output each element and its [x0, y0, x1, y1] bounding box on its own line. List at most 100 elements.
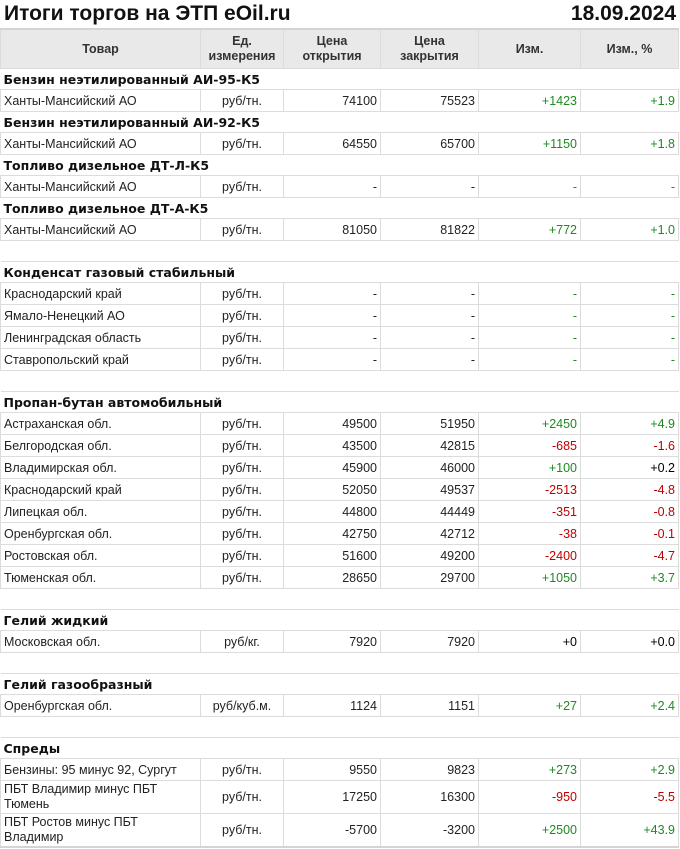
- product-name: Ханты-Мансийский АО: [0, 89, 201, 112]
- report-title: Итоги торгов на ЭТП eOil.ru: [4, 2, 291, 25]
- report-date: 18.09.2024: [570, 2, 676, 25]
- close-price: 7920: [380, 630, 479, 653]
- close-price: 42815: [380, 434, 479, 457]
- open-price: -5700: [283, 813, 381, 848]
- section-title: Бензин неэтилированный АИ-92-К5: [0, 111, 260, 133]
- open-price: -: [283, 326, 381, 349]
- table-row: ПБТ Ростов минус ПБТ Владимир руб/тн. -570…: [0, 813, 679, 848]
- section-title: Пропан-бутан автомобильный: [0, 391, 222, 413]
- table-header: Товар Ед. измерения Цена открытия Цена з…: [0, 28, 679, 69]
- table-row: Оренбургская обл. руб/куб.м. 1124 1151 +27 +2…: [0, 694, 679, 717]
- unit: руб/тн.: [200, 500, 284, 523]
- unit: руб/тн.: [200, 566, 284, 589]
- change: +100: [478, 456, 581, 479]
- unit: руб/тн.: [200, 348, 284, 371]
- section-header: Топливо дизельное ДТ-Л-К5: [0, 154, 679, 176]
- change: -685: [478, 434, 581, 457]
- open-price: 28650: [283, 566, 381, 589]
- open-price: -: [283, 282, 381, 305]
- table-row: Ямало-Ненецкий АО руб/тн. - - - -: [0, 304, 679, 327]
- section-header: Пропан-бутан автомобильный: [0, 391, 679, 413]
- close-price: 1151: [380, 694, 479, 717]
- close-price: 42712: [380, 522, 479, 545]
- table-row: Астраханская обл. руб/тн. 49500 51950 +2450 +…: [0, 412, 679, 435]
- open-price: -: [283, 348, 381, 371]
- unit: руб/куб.м.: [200, 694, 284, 717]
- open-price: 1124: [283, 694, 381, 717]
- section-title: Конденсат газовый стабильный: [0, 261, 235, 283]
- table-row: Липецкая обл. руб/тн. 44800 44449 -351 -0.8: [0, 500, 679, 523]
- unit: руб/тн.: [200, 758, 284, 781]
- trading-results-table: Товар Ед. измерения Цена открытия Цена з…: [0, 28, 679, 848]
- change-pct: -4.8: [580, 478, 679, 501]
- table-row: Ленинградская область руб/тн. - - - -: [0, 326, 679, 349]
- close-price: -: [380, 326, 479, 349]
- change-pct: +0.0: [580, 630, 679, 653]
- unit: руб/тн.: [200, 456, 284, 479]
- table-row: Ханты-Мансийский АО руб/тн. - - - -: [0, 175, 679, 198]
- unit: руб/тн.: [200, 780, 284, 814]
- change-pct: +1.0: [580, 218, 679, 241]
- change: +27: [478, 694, 581, 717]
- close-price: 49200: [380, 544, 479, 567]
- section-title: Топливо дизельное ДТ-А-К5: [0, 197, 208, 219]
- change: +273: [478, 758, 581, 781]
- change-pct: +3.7: [580, 566, 679, 589]
- open-price: 74100: [283, 89, 381, 112]
- close-price: 49537: [380, 478, 479, 501]
- change-pct: -: [580, 304, 679, 327]
- change-pct: -: [580, 326, 679, 349]
- change-pct: -: [580, 175, 679, 198]
- change: +1423: [478, 89, 581, 112]
- change: -: [478, 304, 581, 327]
- change: -: [478, 282, 581, 305]
- section-header: Топливо дизельное ДТ-А-К5: [0, 197, 679, 219]
- unit: руб/тн.: [200, 175, 284, 198]
- product-name: ПБТ Ростов минус ПБТ Владимир: [0, 813, 201, 848]
- close-price: -: [380, 348, 479, 371]
- unit: руб/тн.: [200, 813, 284, 848]
- close-price: 51950: [380, 412, 479, 435]
- section-header: Гелий жидкий: [0, 609, 679, 631]
- open-price: -: [283, 175, 381, 198]
- product-name: Ставропольский край: [0, 348, 201, 371]
- product-name: Ямало-Ненецкий АО: [0, 304, 201, 327]
- table-row: Ханты-Мансийский АО руб/тн. 64550 65700 +115…: [0, 132, 679, 155]
- change-pct: -0.8: [580, 500, 679, 523]
- unit: руб/кг.: [200, 630, 284, 653]
- change: -: [478, 175, 581, 198]
- open-price: 45900: [283, 456, 381, 479]
- change-pct: -: [580, 348, 679, 371]
- section-title: Бензин неэтилированный АИ-95-К5: [0, 68, 260, 90]
- close-price: -: [380, 175, 479, 198]
- close-price: 29700: [380, 566, 479, 589]
- close-price: 16300: [380, 780, 479, 814]
- close-price: -: [380, 282, 479, 305]
- product-name: Владимирская обл.: [0, 456, 201, 479]
- table-row: Бензины: 95 минус 92, Сургут руб/тн. 9550 9…: [0, 758, 679, 781]
- unit: руб/тн.: [200, 132, 284, 155]
- table-row: Краснодарский край руб/тн. - - - -: [0, 282, 679, 305]
- open-price: 44800: [283, 500, 381, 523]
- product-name: Оренбургская обл.: [0, 522, 201, 545]
- product-name: Ханты-Мансийский АО: [0, 132, 201, 155]
- close-price: 46000: [380, 456, 479, 479]
- spacer-row: [0, 652, 679, 674]
- change: +772: [478, 218, 581, 241]
- change-pct: -: [580, 282, 679, 305]
- col-unit: Ед. измерения: [200, 28, 284, 69]
- table-row: Оренбургская обл. руб/тн. 42750 42712 -38 -0.…: [0, 522, 679, 545]
- section-title: Спреды: [0, 737, 201, 759]
- close-price: -: [380, 304, 479, 327]
- change-pct: +4.9: [580, 412, 679, 435]
- report-header: Итоги торгов на ЭТП eOil.ru 18.09.2024: [0, 0, 680, 28]
- change: -38: [478, 522, 581, 545]
- product-name: Краснодарский край: [0, 282, 201, 305]
- change: +1150: [478, 132, 581, 155]
- product-name: Тюменская обл.: [0, 566, 201, 589]
- unit: руб/тн.: [200, 412, 284, 435]
- product-name: Белгородская обл.: [0, 434, 201, 457]
- table-row: Ставропольский край руб/тн. - - - -: [0, 348, 679, 371]
- change: -: [478, 348, 581, 371]
- change-pct: -5.5: [580, 780, 679, 814]
